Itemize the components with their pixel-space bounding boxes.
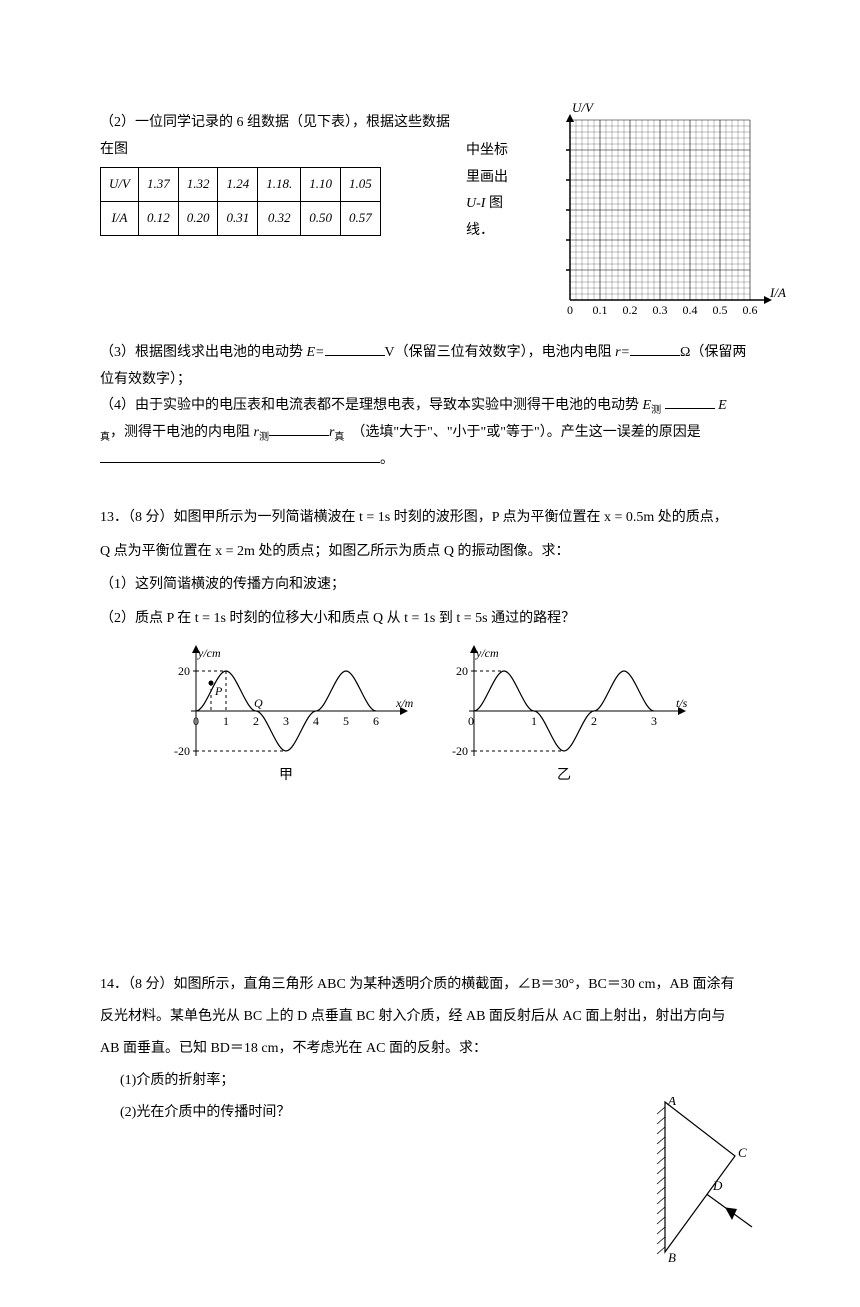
svg-text:t/s: t/s [676,696,688,710]
table-row: U/V 1.37 1.32 1.24 1.18. 1.10 1.05 [101,168,381,202]
q14-p1: (1)介质的折射率； [100,1067,760,1095]
grid-svg: U/V 0 0.1 0.2 0.3 0.4 0.5 0.6 I/A [530,100,790,350]
svg-text:0.1: 0.1 [593,303,608,317]
svg-text:0: 0 [468,714,474,728]
svg-text:y/cm: y/cm [197,646,221,660]
q14-line1: 14．（8 分）如图所示，直角三角形 ABC 为某种透明介质的横截面，∠B＝30… [100,971,760,999]
arrow-in-icon [725,1207,737,1220]
q2-intro: （2）一位同学记录的 6 组数据（见下表），根据这些数据在图 [100,115,450,157]
svg-text:4: 4 [313,714,319,728]
svg-text:3: 3 [283,714,289,728]
cell: U/V [101,168,139,202]
cell: 1.10 [301,168,341,202]
cell: 1.37 [138,168,178,202]
cell: 0.32 [258,201,301,235]
svg-text:-20: -20 [174,744,190,758]
svg-text:2: 2 [591,714,597,728]
svg-text:20: 20 [456,664,468,678]
cell: 1.18. [258,168,301,202]
blank-E-rel[interactable] [665,394,715,409]
svg-text:0.3: 0.3 [653,303,668,317]
cell: 1.05 [340,168,380,202]
q14-line3: AB 面垂直。已知 BD＝18 cm，不考虑光在 AC 面的反射。求： [100,1035,760,1063]
cell: 0.50 [301,201,341,235]
table-row: I/A 0.12 0.20 0.31 0.32 0.50 0.57 [101,201,381,235]
svg-text:1: 1 [531,714,537,728]
blank-E[interactable] [325,341,385,356]
cell: 0.57 [340,201,380,235]
cell: 0.12 [138,201,178,235]
q13-line2: Q 点为平衡位置在 x = 2m 处的质点；如图乙所示为质点 Q 的振动图像。求… [100,537,760,566]
svg-text:0.5: 0.5 [713,303,728,317]
svg-text:甲: 甲 [279,768,293,783]
svg-text:乙: 乙 [557,767,571,783]
ui-grid-chart: U/V 0 0.1 0.2 0.3 0.4 0.5 0.6 I/A [530,100,790,355]
cell: 0.31 [218,201,258,235]
cell: 0.20 [178,201,218,235]
blank-reason[interactable] [100,447,380,462]
cell: 1.24 [218,168,258,202]
svg-text:A: A [667,1097,676,1108]
svg-text:3: 3 [651,714,657,728]
cell: I/A [101,201,139,235]
svg-text:x/m: x/m [395,696,414,710]
svg-text:0: 0 [567,303,573,317]
q14-line2: 反光材料。某单色光从 BC 上的 D 点垂直 BC 射入介质，经 AB 面反射后… [100,1003,760,1031]
wave-chart-right: 20 -20 0 1 2 3 y/cm t/s 乙 [444,641,694,791]
triangle-diagram: A B C D [630,1097,760,1267]
q4-line: （4）由于实验中的电压表和电流表都不是理想电表，导致本实验中测得干电池的电动势 … [100,393,760,473]
q13-part1: （1）这列简谐横波的传播方向和波速； [100,570,760,599]
svg-text:Q: Q [254,696,263,710]
svg-text:-20: -20 [452,744,468,758]
q2-side-text: 中坐标 里画出 U-I 图 线． [460,110,530,244]
svg-text:0: 0 [193,714,199,728]
svg-text:20: 20 [178,664,190,678]
svg-text:1: 1 [223,714,229,728]
svg-text:D: D [712,1178,723,1193]
y-axis-label: U/V [572,100,595,115]
q13-intro: 13．（8 分）如图甲所示为一列简谐横波在 t = 1s 时刻的波形图，P 点为… [100,503,760,532]
svg-text:2: 2 [253,714,259,728]
svg-text:B: B [668,1250,676,1265]
svg-text:6: 6 [373,714,379,728]
svg-text:y/cm: y/cm [475,646,499,660]
wave-chart-left: 20 -20 P Q 0 1 [166,641,416,791]
cell: 1.32 [178,168,218,202]
arrow-up-icon [566,114,574,122]
svg-text:0.6: 0.6 [743,303,758,317]
svg-text:0.4: 0.4 [683,303,698,317]
blank-r-rel[interactable] [269,421,329,436]
svg-text:0.2: 0.2 [623,303,638,317]
svg-text:P: P [214,684,223,698]
q13-part2: （2）质点 P 在 t = 1s 时刻的位移大小和质点 Q 从 t = 1s 到… [100,604,760,633]
data-table: U/V 1.37 1.32 1.24 1.18. 1.10 1.05 I/A 0… [100,167,381,235]
svg-text:5: 5 [343,714,349,728]
svg-text:C: C [738,1145,747,1160]
x-axis-label: I/A [769,285,786,300]
